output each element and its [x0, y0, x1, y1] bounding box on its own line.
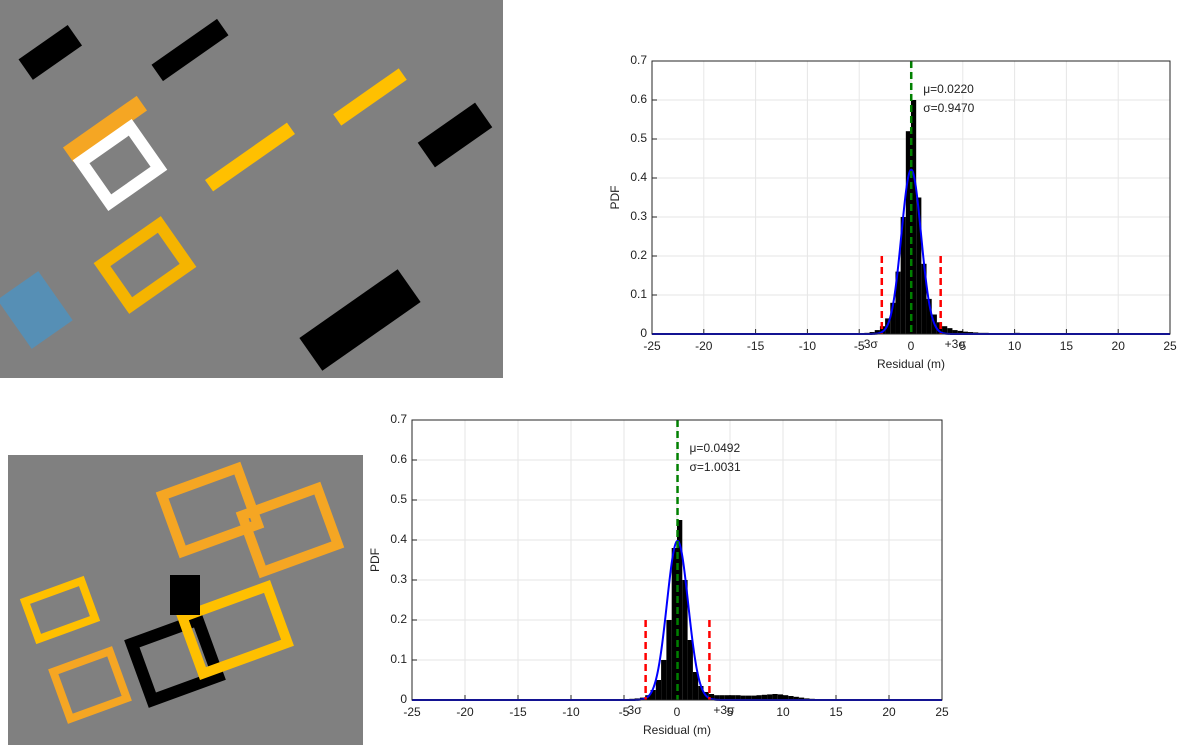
x-tick-label: -5 [619, 705, 630, 719]
histogram-bar [677, 520, 683, 700]
x-tick-label: 0 [674, 705, 681, 719]
y-tick-label: 0.2 [390, 612, 407, 626]
x-tick-label: -10 [799, 339, 817, 353]
x-tick-label: 20 [1112, 339, 1126, 353]
histogram-bar [767, 694, 773, 700]
x-tick-label: -15 [509, 705, 527, 719]
histogram-bar [751, 695, 757, 700]
x-tick-label: -25 [403, 705, 421, 719]
histogram-bar [890, 302, 896, 334]
histogram-bar [926, 298, 932, 334]
histogram-bar [650, 690, 656, 700]
histogram-bar [692, 672, 699, 700]
y-tick-label: 0.1 [390, 652, 407, 666]
y-tick-label: 0.5 [630, 131, 647, 145]
x-axis-label: Residual (m) [877, 357, 945, 371]
y-tick-label: 0.3 [390, 572, 407, 586]
x-tick-label: 25 [935, 705, 949, 719]
sigma-annotation: σ=0.9470 [923, 101, 974, 115]
histogram-bar [916, 197, 922, 334]
histogram-bar [900, 217, 906, 334]
x-tick-label: -20 [695, 339, 713, 353]
y-axis-label: PDF [608, 186, 622, 210]
histogram-bar [879, 326, 886, 334]
x-tick-label: 10 [1008, 339, 1022, 353]
histogram-bar [783, 695, 789, 700]
y-tick-label: 0.7 [390, 412, 407, 426]
mu-annotation: μ=0.0220 [923, 82, 974, 96]
histogram-bar [772, 694, 778, 700]
histogram-bar [793, 696, 799, 700]
histogram-bar [777, 694, 783, 700]
histogram-bar [957, 330, 963, 334]
y-tick-label: 0.4 [390, 532, 407, 546]
histogram-bar [921, 263, 927, 334]
histogram-bar [655, 680, 662, 700]
histogram-bar [745, 695, 752, 700]
histogram-bar [708, 694, 715, 700]
y-tick-label: 0.6 [390, 452, 407, 466]
histogram-bar [698, 686, 704, 700]
x-tick-label: -10 [562, 705, 580, 719]
histogram-bar [735, 695, 741, 700]
x-tick-label: 5 [959, 339, 966, 353]
histogram-bar [671, 548, 677, 700]
histogram-bar [874, 330, 880, 334]
histogram-bar [740, 695, 746, 700]
histogram-bar [661, 660, 667, 700]
y-tick-label: 0.3 [630, 209, 647, 223]
histogram-bar [962, 331, 968, 334]
histogram-bar [952, 330, 958, 334]
histogram-bar [714, 695, 720, 700]
map-top [0, 0, 503, 378]
x-tick-label: -15 [747, 339, 765, 353]
y-tick-label: 0.7 [630, 53, 647, 67]
histogram-bar [682, 580, 688, 700]
x-tick-label: -25 [643, 339, 661, 353]
histogram-bar [687, 640, 693, 700]
histogram-bar [905, 131, 911, 334]
y-tick-label: 0 [640, 326, 647, 340]
x-tick-label: 10 [776, 705, 790, 719]
histogram-bar [947, 328, 953, 334]
x-axis-label: Residual (m) [643, 723, 711, 737]
histogram-bar [756, 695, 762, 700]
y-tick-label: 0.6 [630, 92, 647, 106]
histogram-bar [761, 694, 768, 700]
sigma-label: +3σ [945, 337, 967, 351]
x-tick-label: -20 [456, 705, 474, 719]
x-tick-label: 15 [1060, 339, 1074, 353]
histogram-bar [730, 695, 736, 700]
sigma-label: -3σ [860, 337, 879, 351]
y-tick-label: 0.4 [630, 170, 647, 184]
histogram-bar [942, 326, 948, 334]
y-tick-label: 0.5 [390, 492, 407, 506]
sigma-label: +3σ [713, 703, 735, 717]
x-tick-label: -5 [854, 339, 865, 353]
map-bottom [8, 455, 363, 745]
x-tick-label: 25 [1163, 339, 1177, 353]
x-tick-label: 0 [908, 339, 915, 353]
y-tick-label: 0 [400, 692, 407, 706]
axes-box [411, 419, 943, 701]
y-tick-label: 0.1 [630, 287, 647, 301]
histogram-bar [666, 620, 672, 700]
histogram-bar [911, 100, 917, 334]
histogram-bar [719, 695, 725, 700]
sigma-annotation: σ=1.0031 [690, 460, 741, 474]
histogram-bar [724, 695, 730, 700]
x-tick-label: 15 [829, 705, 843, 719]
histogram-bar [895, 271, 901, 334]
histogram-bar [788, 696, 794, 700]
axes-box [651, 60, 1171, 335]
y-tick-label: 0.2 [630, 248, 647, 262]
mu-annotation: μ=0.0492 [690, 441, 741, 455]
x-tick-label: 5 [727, 705, 734, 719]
sigma-label: -3σ [624, 703, 643, 717]
x-tick-label: 20 [882, 705, 896, 719]
histogram-bar [798, 697, 805, 700]
y-axis-label: PDF [368, 548, 382, 572]
